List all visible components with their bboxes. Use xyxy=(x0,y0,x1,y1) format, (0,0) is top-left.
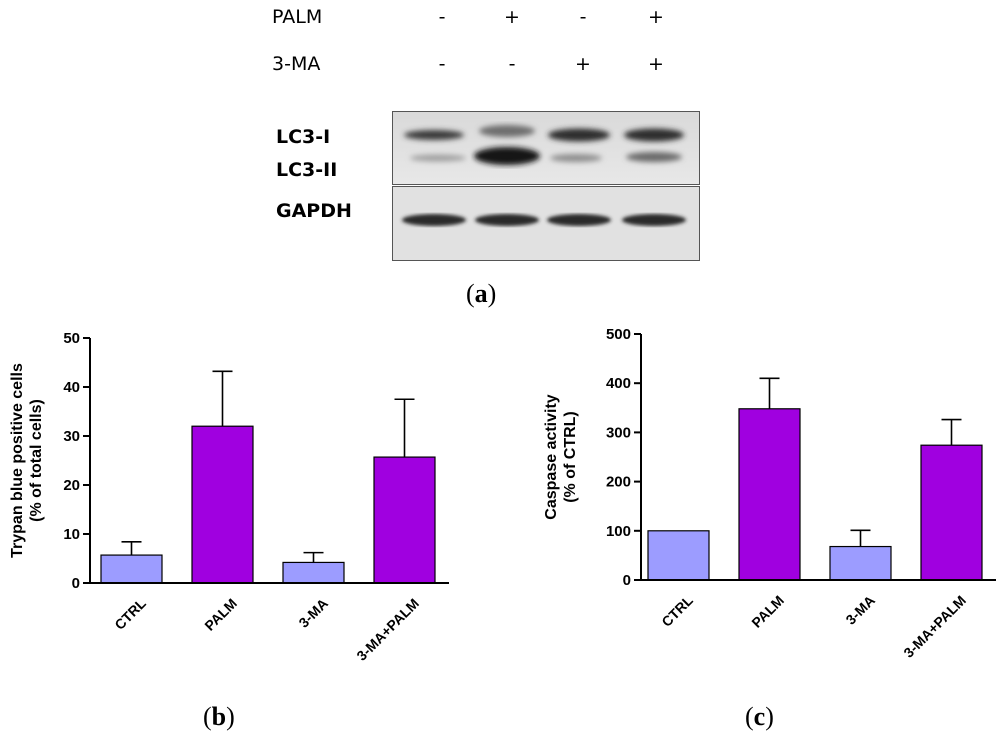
y-tick-label-0: 0 xyxy=(623,572,631,589)
y-axis-label-line-1: Trypan blue positive cells xyxy=(9,363,26,558)
y-tick-label-300: 300 xyxy=(606,424,631,441)
bar-3-ma xyxy=(282,561,345,584)
y-axis-label-line-2: (% of total cells) xyxy=(28,399,45,522)
y-tick-label-30: 30 xyxy=(63,428,80,445)
panel-label-a-letter: a xyxy=(474,279,488,308)
blot-upper-membrane xyxy=(392,111,700,185)
lc3-ii-band-lane-1 xyxy=(410,154,466,162)
lc3-ii-band-lane-3 xyxy=(550,154,602,162)
lc3-i-band-lane-3 xyxy=(548,128,610,142)
band-label-lc3-i: LC3-I xyxy=(276,126,331,148)
3ma-sign-lane-1: - xyxy=(438,53,446,75)
x-tick-label-palm: PALM xyxy=(748,592,787,631)
x-tick-label-palm: PALM xyxy=(201,595,240,634)
x-tick-label-3-ma-palm: 3-MA+PALM xyxy=(353,595,422,664)
bar-palm xyxy=(738,408,801,581)
gapdh-band-lane-3 xyxy=(547,214,611,226)
bar-3-ma xyxy=(829,545,892,581)
treatment-label-3ma: 3-MA xyxy=(272,53,321,75)
bar-ctrl xyxy=(100,554,163,584)
y-tick-label-200: 200 xyxy=(606,474,631,491)
palm-sign-lane-4: + xyxy=(648,6,664,28)
y-tick-label-40: 40 xyxy=(63,379,80,396)
bar-3-ma-palm xyxy=(373,456,436,584)
bar-ctrl xyxy=(647,530,710,581)
bar-3-ma-palm xyxy=(920,444,983,581)
lc3-i-band-lane-4 xyxy=(624,128,684,142)
y-tick-label-500: 500 xyxy=(606,326,631,343)
lc3-i-band-lane-2 xyxy=(479,125,535,137)
3ma-sign-lane-2: - xyxy=(508,53,516,75)
band-label-gapdh: GAPDH xyxy=(276,200,352,222)
gapdh-band-lane-2 xyxy=(475,214,539,226)
x-tick-label-3-ma: 3-MA xyxy=(842,592,878,628)
y-axis-label-line-1: Caspase activity xyxy=(543,394,560,520)
chart-caspase-activity: CTRL PALM 3-MA 3-MA+PALM 0 100 200 300 400 500 Cas… xyxy=(543,326,996,661)
y-tick-label-400: 400 xyxy=(606,375,631,392)
panel-label-c-letter: c xyxy=(753,702,766,731)
y-tick-label-0: 0 xyxy=(72,575,80,592)
y-tick-label-50: 50 xyxy=(63,330,80,347)
y-tick-label-20: 20 xyxy=(63,477,80,494)
x-tick-label-3-ma-palm: 3-MA+PALM xyxy=(900,592,969,661)
palm-sign-lane-2: + xyxy=(504,6,520,28)
gapdh-band-lane-4 xyxy=(622,214,686,226)
y-tick-label-100: 100 xyxy=(606,523,631,540)
lc3-i-band-lane-1 xyxy=(404,130,464,140)
panel-label-c: (c) xyxy=(745,702,774,731)
y-tick-label-10: 10 xyxy=(63,526,80,543)
palm-sign-lane-3: - xyxy=(579,6,587,28)
treatment-label-palm: PALM xyxy=(272,6,323,28)
x-tick-label-ctrl: CTRL xyxy=(658,592,696,630)
x-tick-label-3-ma: 3-MA xyxy=(295,595,331,631)
bar-palm xyxy=(191,425,254,584)
3ma-sign-lane-4: + xyxy=(648,53,664,75)
y-axis-label-line-2: (% of CTRL) xyxy=(562,411,579,503)
x-tick-label-ctrl: CTRL xyxy=(111,595,149,633)
panel-label-b-letter: b xyxy=(211,702,227,731)
gapdh-band-lane-1 xyxy=(402,214,466,226)
lc3-ii-band-lane-2 xyxy=(474,147,540,165)
palm-sign-lane-1: - xyxy=(438,6,446,28)
3ma-sign-lane-3: + xyxy=(575,53,591,75)
panel-label-b: (b) xyxy=(203,702,235,731)
band-label-lc3-ii: LC3-II xyxy=(276,159,338,181)
chart-trypan-blue: CTRL PALM 3-MA 3-MA+PALM 0 10 20 30 40 50 Trypan b… xyxy=(9,330,449,664)
lc3-ii-band-lane-4 xyxy=(626,152,682,162)
panel-label-a: (a) xyxy=(466,279,497,308)
western-blot-image xyxy=(392,111,700,261)
